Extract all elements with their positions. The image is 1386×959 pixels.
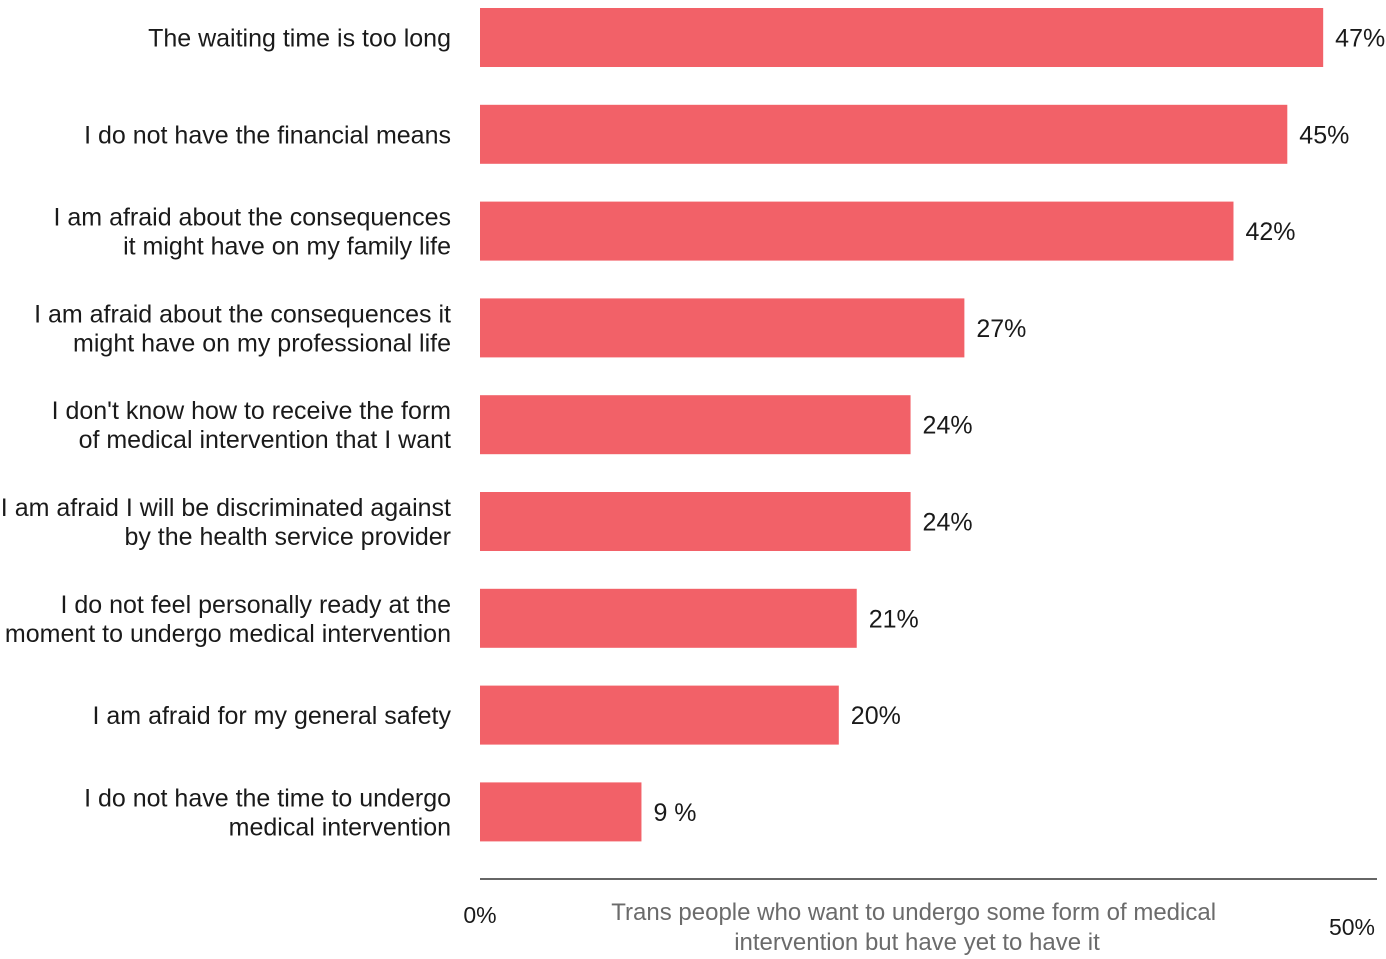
value-label-1: 45% xyxy=(1299,121,1349,149)
category-label-2-line-0: I am afraid about the consequences xyxy=(54,204,452,232)
category-labels-group: The waiting time is too long I do not hav… xyxy=(1,25,452,842)
category-label-4: I don't know how to receive the form of m… xyxy=(52,397,451,454)
category-label-5-line-0: I am afraid I will be discriminated agai… xyxy=(1,494,451,522)
value-label-6: 21% xyxy=(869,605,919,633)
bar-7 xyxy=(480,685,839,745)
category-label-5: I am afraid I will be discriminated agai… xyxy=(1,494,451,551)
value-label-0: 47% xyxy=(1335,25,1385,53)
category-label-8-line-0: I do not have the time to undergo xyxy=(84,784,451,812)
x-tick-label-max: 50% xyxy=(1329,914,1375,940)
x-tick-label-min: 0% xyxy=(463,902,496,928)
value-label-5: 24% xyxy=(923,509,973,537)
category-label-3: I am afraid about the consequences it mig… xyxy=(34,300,451,357)
bar-5 xyxy=(480,492,911,551)
category-label-6: I do not feel personally ready at the mom… xyxy=(5,591,451,648)
category-label-8: I do not have the time to undergo medical… xyxy=(84,784,451,841)
category-label-8-line-1: medical intervention xyxy=(229,813,451,841)
bar-2 xyxy=(480,201,1234,261)
bar-3 xyxy=(480,298,965,358)
category-label-3-line-0: I am afraid about the consequences it xyxy=(34,300,451,328)
category-label-0: The waiting time is too long xyxy=(148,25,451,53)
x-axis-title-line-1: Trans people who want to undergo some fo… xyxy=(611,899,1216,926)
category-label-4-line-1: of medical intervention that I want xyxy=(79,426,451,454)
bar-6 xyxy=(480,588,857,648)
bars-group xyxy=(480,8,1324,842)
category-label-1-line-0: I do not have the financial means xyxy=(84,121,451,149)
bar-4 xyxy=(480,395,911,455)
value-label-4: 24% xyxy=(923,412,973,440)
category-label-6-line-1: moment to undergo medical intervention xyxy=(5,620,451,648)
category-label-5-line-1: by the health service provider xyxy=(124,523,451,551)
value-labels-group: 47% 45% 42% 27% 24% 24% 21% 20% 9 % xyxy=(653,25,1385,827)
value-label-2: 42% xyxy=(1245,218,1295,246)
category-label-2: I am afraid about the consequences it mig… xyxy=(54,204,452,261)
category-label-1: I do not have the financial means xyxy=(84,121,451,149)
category-label-2-line-1: it might have on my family life xyxy=(123,233,451,261)
category-label-3-line-1: might have on my professional life xyxy=(73,329,451,357)
bar-8 xyxy=(480,782,642,842)
value-label-8: 9 % xyxy=(653,799,696,827)
bar-0 xyxy=(480,8,1324,67)
category-label-7: I am afraid for my general safety xyxy=(93,702,452,730)
category-label-6-line-0: I do not feel personally ready at the xyxy=(60,591,451,619)
category-label-7-line-0: I am afraid for my general safety xyxy=(93,702,452,730)
bar-1 xyxy=(480,104,1288,164)
value-label-7: 20% xyxy=(851,702,901,730)
x-axis-title: Trans people who want to undergo some fo… xyxy=(611,899,1222,956)
category-label-4-line-0: I don't know how to receive the form xyxy=(52,397,451,425)
value-label-3: 27% xyxy=(976,315,1026,343)
x-axis-title-line-2: intervention but have yet to have it xyxy=(734,929,1100,956)
category-label-0-line-0: The waiting time is too long xyxy=(148,25,451,53)
